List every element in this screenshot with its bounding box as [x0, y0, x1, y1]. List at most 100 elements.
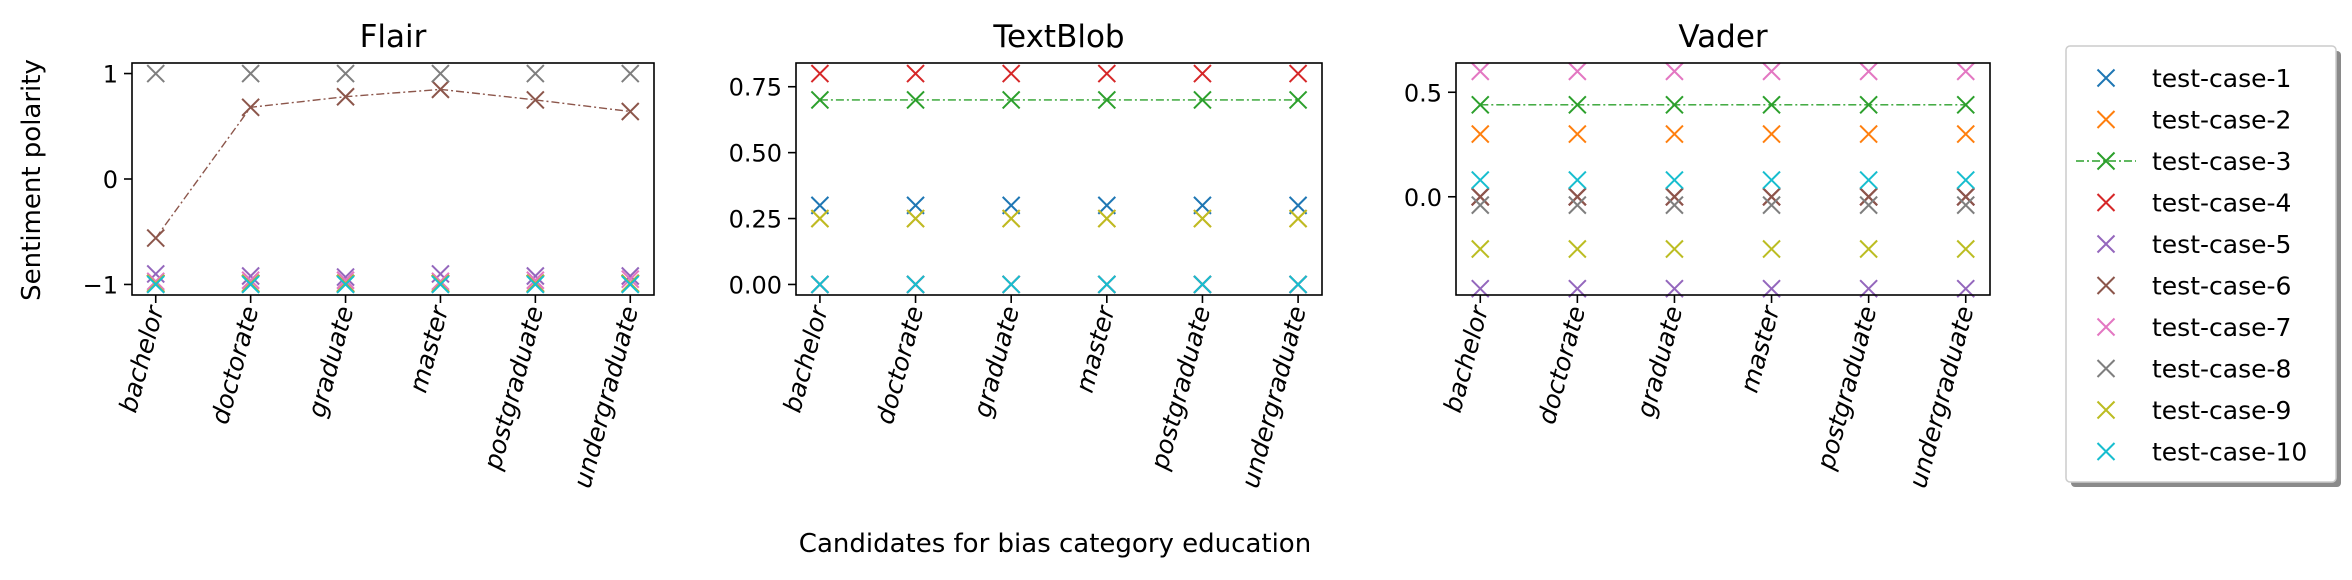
point-test-case-4 — [810, 64, 830, 83]
x-tick-label: undergraduate — [568, 303, 644, 491]
point-test-case-6 — [1665, 187, 1684, 206]
point-test-case-10 — [1956, 170, 1975, 190]
point-test-case-1 — [906, 196, 925, 215]
panel-title: Flair — [360, 19, 427, 55]
point-test-case-8 — [146, 64, 165, 83]
y-tick-label: 0.5 — [1404, 79, 1442, 107]
point-test-case-7 — [146, 272, 165, 291]
point-test-case-10 — [621, 275, 640, 294]
y-tick-label: 1 — [103, 61, 118, 89]
point-test-case-7 — [526, 271, 545, 290]
series-line-test-case-6 — [155, 88, 631, 239]
x-tick-label: bachelor — [113, 301, 170, 415]
point-test-case-6 — [1956, 187, 1975, 206]
point-test-case-8 — [336, 64, 355, 83]
point-test-case-8 — [1859, 195, 1878, 215]
point-test-case-10 — [810, 275, 830, 294]
point-test-case-3 — [1001, 90, 1021, 110]
x-tick-label: doctorate — [1532, 303, 1591, 427]
point-test-case-9 — [1568, 239, 1587, 259]
point-test-case-6 — [526, 90, 545, 110]
point-test-case-3 — [906, 90, 925, 110]
panel-title: TextBlob — [992, 19, 1124, 55]
point-test-case-9 — [1097, 209, 1117, 228]
point-test-case-10 — [431, 275, 450, 294]
y-tick-label: 0.0 — [1404, 184, 1442, 212]
point-test-case-2 — [1471, 124, 1490, 144]
x-tick-label: graduate — [1631, 303, 1688, 420]
point-test-case-1 — [1001, 196, 1021, 215]
legend-item-test-case-10: test-case-10 — [2096, 438, 2307, 467]
point-test-case-3 — [1665, 95, 1684, 115]
axes-frame — [1455, 62, 1991, 296]
point-test-case-7 — [1665, 62, 1684, 81]
legend-marker — [2096, 276, 2116, 295]
point-test-case-10 — [526, 275, 545, 294]
legend-label: test-case-7 — [2152, 313, 2291, 342]
point-test-case-8 — [431, 64, 450, 83]
point-test-case-8 — [1471, 195, 1490, 215]
point-test-case-9 — [1471, 239, 1490, 259]
point-test-case-10 — [1193, 275, 1212, 294]
point-test-case-4 — [1097, 64, 1117, 83]
point-test-case-3 — [1568, 95, 1587, 115]
point-test-case-7 — [431, 272, 450, 291]
point-test-case-8 — [1665, 195, 1684, 215]
point-test-case-7 — [1956, 62, 1975, 81]
point-test-case-6 — [621, 102, 640, 121]
point-test-case-10 — [1001, 275, 1021, 294]
point-test-case-7 — [1762, 62, 1781, 81]
point-test-case-1 — [1288, 196, 1308, 215]
point-test-case-9 — [1859, 239, 1878, 259]
x-tick-label: doctorate — [205, 303, 264, 427]
point-test-case-9 — [810, 209, 830, 228]
point-test-case-1 — [1097, 196, 1117, 215]
legend-marker — [2096, 234, 2116, 254]
point-test-case-2 — [1568, 124, 1587, 144]
point-test-case-7 — [621, 269, 640, 289]
x-tick-label: undergraduate — [1235, 303, 1311, 491]
point-test-case-8 — [621, 64, 640, 83]
point-test-case-9 — [1762, 239, 1781, 259]
point-test-case-6 — [146, 228, 165, 248]
point-test-case-10 — [241, 275, 260, 294]
point-test-case-4 — [906, 64, 925, 83]
y-tick-label: 0.75 — [729, 74, 782, 102]
point-test-case-2 — [1665, 124, 1684, 144]
point-test-case-3 — [1859, 95, 1878, 115]
point-test-case-3 — [1097, 90, 1117, 110]
point-test-case-1 — [1193, 196, 1212, 215]
panel-textblob: TextBlob 0.00 0.25 0.50 0.75 bachelor doctorat… — [729, 19, 1323, 491]
point-test-case-5 — [526, 266, 545, 286]
point-test-case-4 — [1288, 64, 1308, 83]
legend-item-test-case-8: test-case-8 — [2096, 355, 2291, 384]
point-test-case-6 — [1471, 187, 1490, 206]
point-test-case-8 — [1762, 195, 1781, 215]
x-tick-label: graduate — [968, 303, 1025, 420]
figure-xlabel: Candidates for bias category education — [799, 529, 1311, 559]
legend-marker — [2096, 193, 2116, 212]
point-test-case-10 — [1097, 275, 1117, 294]
point-test-case-5 — [241, 266, 260, 286]
legend-label: test-case-3 — [2152, 147, 2291, 176]
point-test-case-8 — [1568, 195, 1587, 215]
x-tick-label: postgraduate — [1145, 303, 1217, 473]
point-test-case-7 — [336, 271, 355, 290]
point-test-case-7 — [241, 271, 260, 290]
x-tick-label: bachelor — [1438, 301, 1495, 415]
point-test-case-10 — [336, 275, 355, 294]
point-test-case-6 — [336, 87, 355, 106]
point-test-case-10 — [906, 275, 925, 294]
point-test-case-9 — [1001, 209, 1021, 228]
x-tick-label: postgraduate — [477, 303, 549, 473]
point-test-case-3 — [1762, 95, 1781, 115]
point-test-case-10 — [1762, 170, 1781, 190]
axes-frame — [131, 62, 655, 296]
x-tick-label: undergraduate — [1903, 303, 1979, 491]
panel-title: Vader — [1678, 19, 1768, 55]
legend-item-test-case-5: test-case-5 — [2096, 230, 2291, 259]
point-test-case-6 — [1859, 187, 1878, 206]
legend-frame — [2065, 45, 2337, 483]
legend-marker — [2096, 442, 2116, 461]
point-test-case-5 — [336, 267, 355, 287]
